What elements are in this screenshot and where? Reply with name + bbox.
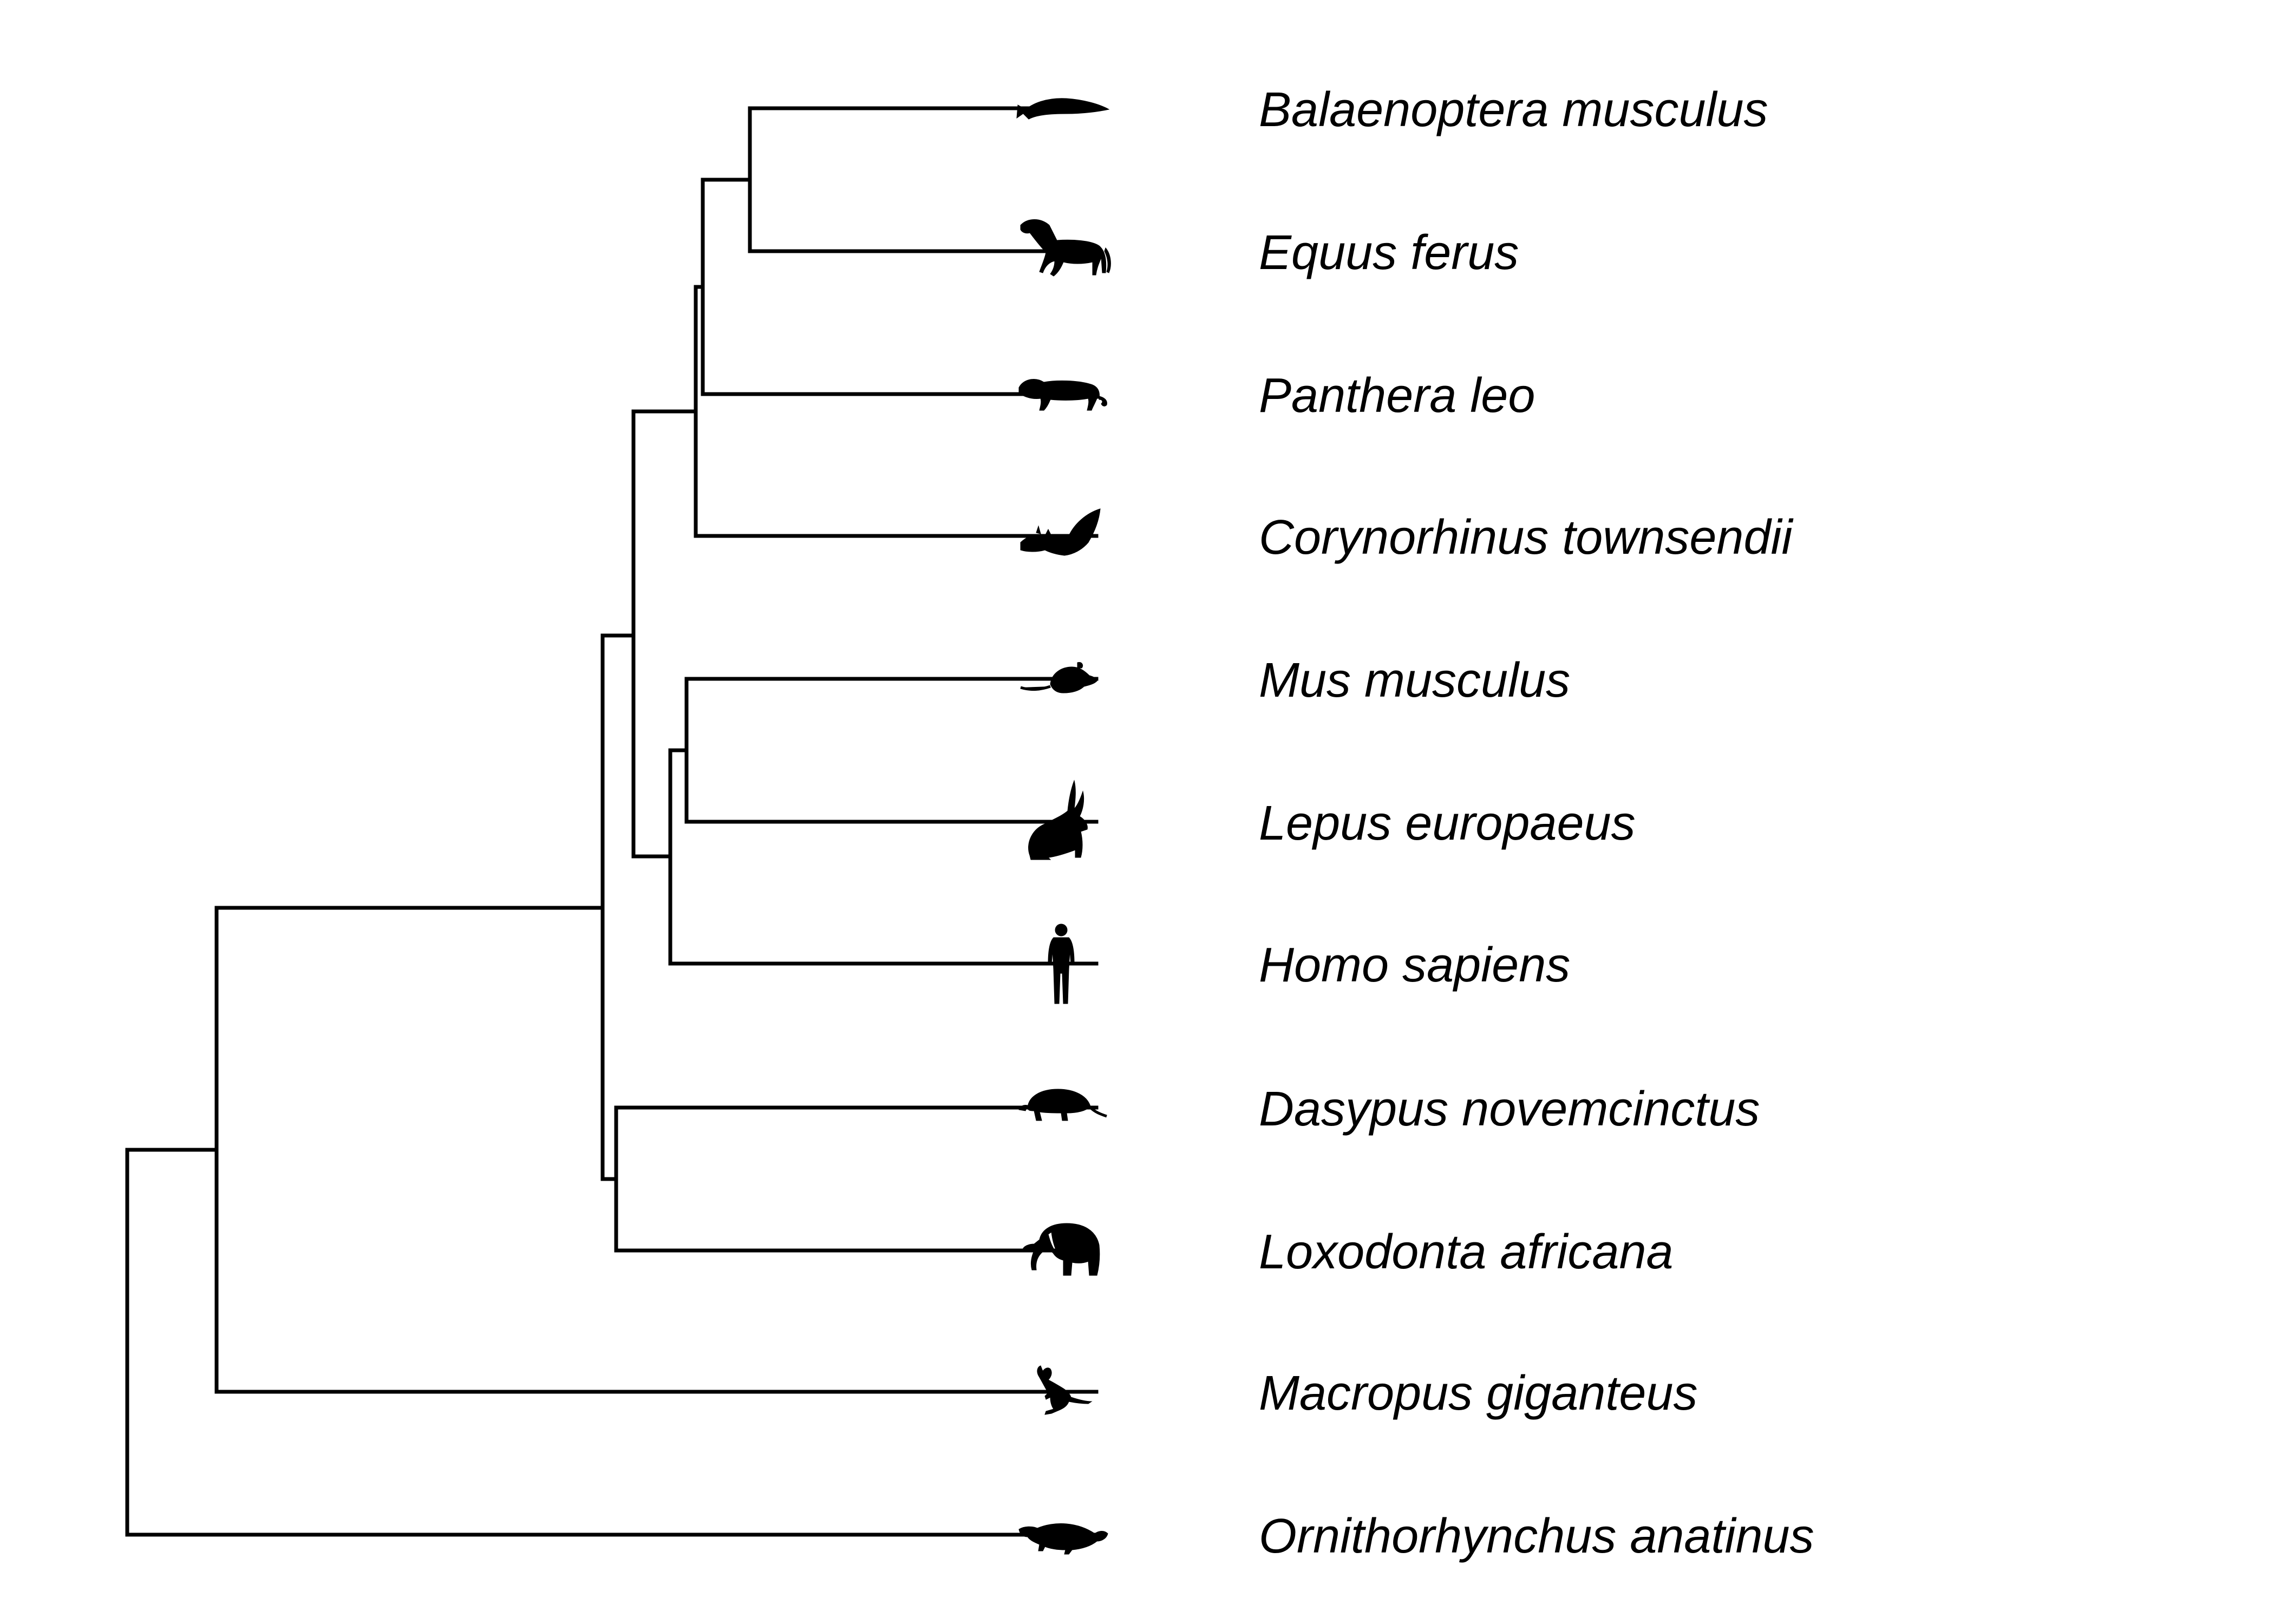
taxon-label-macropus: Macropus giganteus (1259, 1366, 1697, 1420)
armadillo-icon (1018, 1089, 1107, 1121)
taxon-label-dasypus: Dasypus novemcinctus (1259, 1082, 1760, 1136)
hare-icon (1028, 780, 1088, 860)
taxon-label-equus: Equus ferus (1259, 226, 1519, 280)
mouse-icon (1020, 662, 1097, 693)
taxon-label-homo: Homo sapiens (1259, 938, 1570, 992)
horse-icon (1020, 219, 1111, 277)
taxon-label-loxodonta: Loxodonta africana (1259, 1225, 1674, 1279)
taxon-label-corynorhinus: Corynorhinus townsendii (1259, 510, 1794, 565)
taxon-label-panthera: Panthera leo (1259, 369, 1535, 423)
elephant-icon (1022, 1223, 1100, 1276)
taxon-label-lepus: Lepus europaeus (1259, 796, 1636, 850)
platypus-icon (1018, 1523, 1108, 1555)
tree-branches (125, 106, 1099, 1537)
lion-icon (1018, 379, 1107, 411)
taxon-label-ornithorhynchus: Ornithorhynchus anatinus (1259, 1509, 1814, 1563)
taxon-labels: Balaenoptera musculus Equus ferus Panthe… (1259, 83, 1814, 1563)
bat-icon (1020, 508, 1101, 556)
taxon-label-balaenoptera: Balaenoptera musculus (1259, 83, 1768, 137)
kangaroo-icon (1037, 1365, 1093, 1415)
taxon-label-mus: Mus musculus (1259, 653, 1570, 708)
human-icon (1048, 924, 1075, 1004)
whale-icon (1016, 98, 1110, 120)
